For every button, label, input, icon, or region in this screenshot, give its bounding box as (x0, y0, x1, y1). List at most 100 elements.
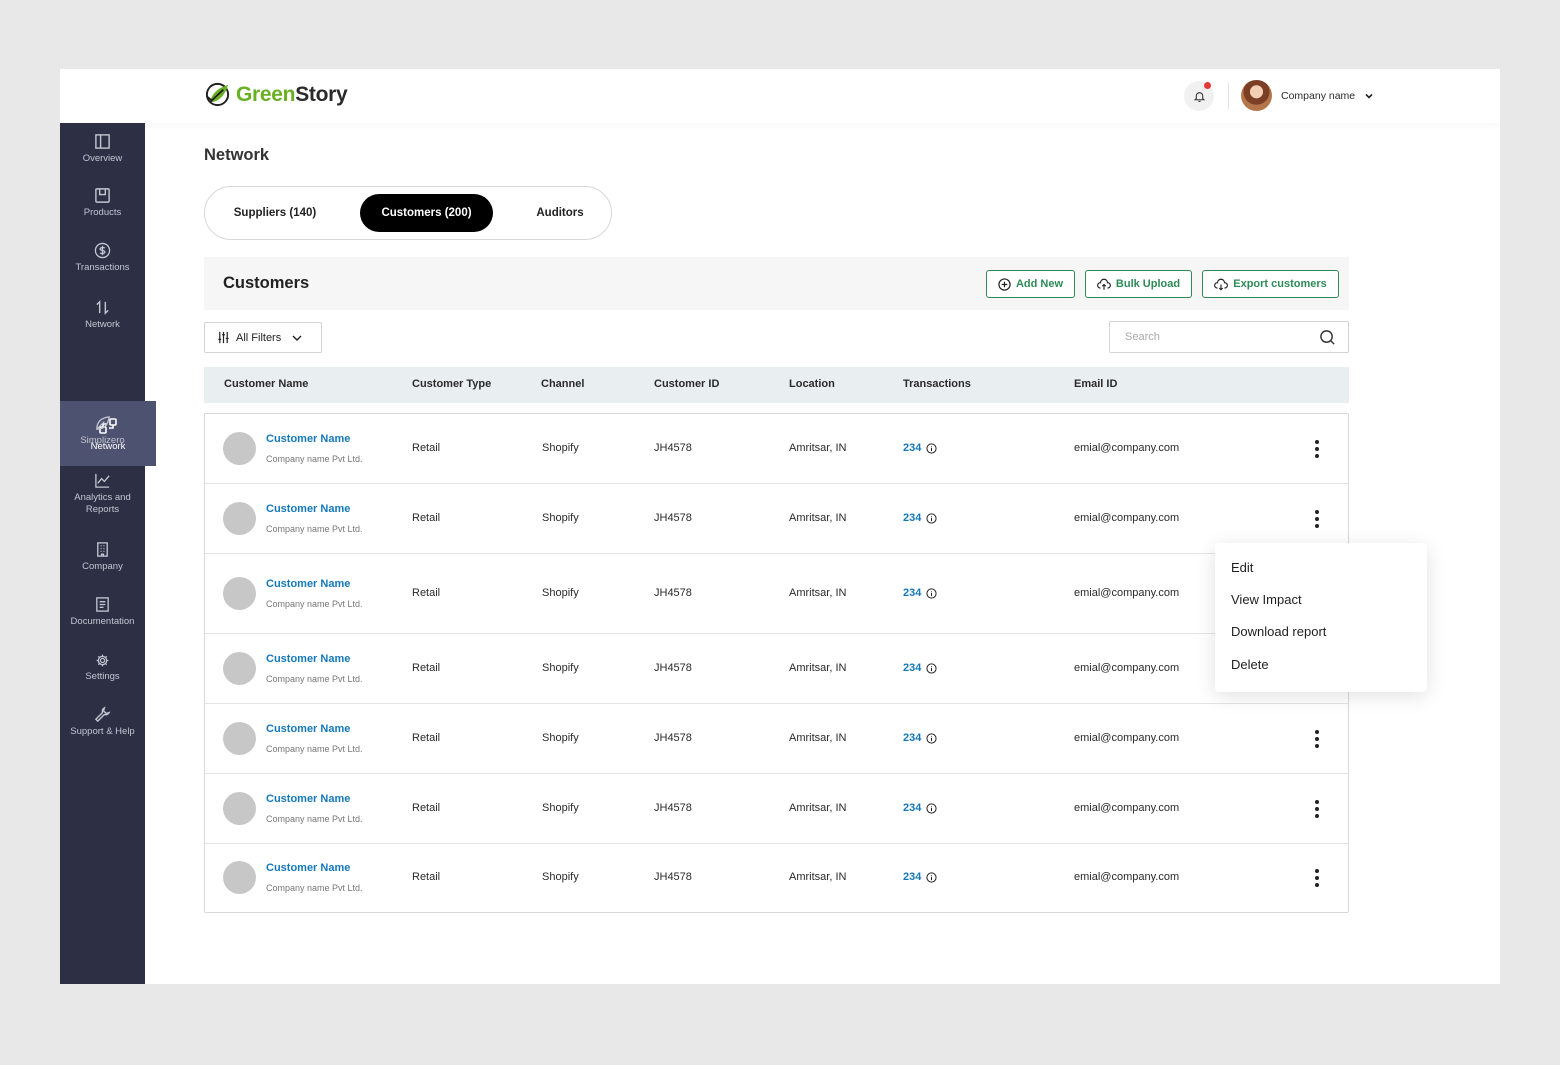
location-cell: Amritsar, IN (789, 732, 847, 744)
transactions-link[interactable]: 234 (903, 662, 937, 674)
transactions-count: 234 (903, 732, 922, 744)
sidebar-item-label: Settings (85, 671, 120, 682)
plus-circle-icon (998, 277, 1011, 291)
building-icon (97, 542, 108, 557)
table-row[interactable]: Customer Name Company name Pvt Ltd. Retail… (205, 704, 1348, 774)
column-header-channel[interactable]: Channel (541, 378, 585, 390)
notification-dot (1204, 82, 1211, 89)
transactions-link[interactable]: 234 (903, 732, 937, 744)
menu-item-delete[interactable]: Delete (1231, 657, 1269, 672)
row-menu-button[interactable] (1305, 797, 1329, 821)
sidebar-item-network[interactable]: Network (60, 401, 156, 466)
column-header-customer-name[interactable]: Customer Name (224, 378, 309, 390)
info-icon[interactable] (926, 871, 937, 883)
sidebar-item-analytics[interactable]: Analytics and Reports (60, 472, 145, 516)
document-icon (96, 597, 109, 612)
export-customers-button[interactable]: Export customers (1202, 270, 1339, 298)
kebab-dot (1315, 517, 1319, 521)
menu-item-download-report[interactable]: Download report (1231, 624, 1327, 639)
sidebar-item-label: Network (85, 319, 120, 330)
all-filters-dropdown[interactable]: All Filters (204, 322, 322, 353)
column-header-email[interactable]: Email ID (1074, 378, 1118, 390)
sidebar-item-transactions[interactable]: Transactions (60, 242, 145, 274)
search-icon[interactable] (1319, 329, 1336, 346)
transactions-link[interactable]: 234 (903, 871, 937, 883)
table-row[interactable]: Customer Name Company name Pvt Ltd. Retail… (205, 484, 1348, 554)
customer-company: Company name Pvt Ltd. (266, 524, 363, 534)
email-cell: emial@company.com (1074, 662, 1180, 674)
transactions-link[interactable]: 234 (903, 442, 937, 454)
customer-name-link[interactable]: Customer Name (266, 578, 351, 590)
search-input[interactable] (1110, 322, 1310, 352)
all-filters-label: All Filters (236, 331, 282, 344)
profile-menu[interactable]: Company name (1241, 80, 1374, 111)
customer-name-link[interactable]: Customer Name (266, 723, 351, 735)
sidebar-item-label: Network (90, 440, 126, 452)
table-row[interactable]: Customer Name Company name Pvt Ltd. Retail… (205, 844, 1348, 912)
row-menu-button[interactable] (1305, 866, 1329, 890)
customer-type-cell: Retail (412, 732, 441, 744)
info-icon[interactable] (926, 732, 937, 744)
sidebar-item-products[interactable]: Products (60, 187, 145, 219)
arrows-icon (96, 300, 109, 315)
bell-icon (1193, 91, 1205, 102)
customer-company: Company name Pvt Ltd. (266, 674, 363, 684)
row-menu-button[interactable] (1305, 437, 1329, 461)
transactions-link[interactable]: 234 (903, 587, 937, 599)
column-header-location[interactable]: Location (789, 378, 835, 390)
notifications-button[interactable] (1184, 81, 1214, 111)
customer-id-cell: JH4578 (654, 512, 692, 524)
customer-name-link[interactable]: Customer Name (266, 653, 351, 665)
kebab-dot (1315, 510, 1319, 514)
transactions-link[interactable]: 234 (903, 512, 937, 524)
location-cell: Amritsar, IN (789, 587, 847, 599)
customer-avatar (223, 502, 256, 535)
info-icon[interactable] (926, 512, 937, 524)
customer-type-cell: Retail (412, 871, 441, 883)
logo-icon (205, 82, 230, 107)
export-customers-label: Export customers (1233, 278, 1327, 290)
sidebar-item-support[interactable]: Support & Help (60, 706, 145, 738)
location-cell: Amritsar, IN (789, 442, 847, 454)
table-row[interactable]: Customer Name Company name Pvt Ltd. Retail… (205, 774, 1348, 844)
tab-auditors[interactable]: Auditors (536, 207, 584, 219)
info-icon[interactable] (926, 587, 937, 599)
table-row[interactable]: Customer Name Company name Pvt Ltd. Retail… (205, 634, 1348, 704)
sidebar-item-network-arrows[interactable]: Network (60, 299, 145, 331)
bulk-upload-button[interactable]: Bulk Upload (1085, 270, 1192, 298)
tab-customers[interactable]: Customers (200) (360, 194, 493, 232)
table-row[interactable]: Customer Name Company name Pvt Ltd. Retail… (205, 554, 1348, 634)
row-menu-button[interactable] (1305, 507, 1329, 531)
app-frame: GreenStory Company name Overview Product… (60, 69, 1500, 984)
info-icon[interactable] (926, 802, 937, 814)
add-new-button[interactable]: Add New (986, 270, 1075, 298)
transactions-count: 234 (903, 512, 922, 524)
customer-name-link[interactable]: Customer Name (266, 433, 351, 445)
customer-avatar (223, 861, 256, 894)
column-header-customer-type[interactable]: Customer Type (412, 378, 492, 390)
kebab-dot (1315, 876, 1319, 880)
customer-name-link[interactable]: Customer Name (266, 793, 351, 805)
tab-suppliers[interactable]: Suppliers (140) (233, 207, 317, 219)
info-icon[interactable] (926, 662, 937, 674)
sidebar-item-settings[interactable]: Settings (60, 653, 145, 683)
menu-item-edit[interactable]: Edit (1231, 560, 1254, 575)
customer-name-link[interactable]: Customer Name (266, 862, 351, 874)
customer-avatar (223, 792, 256, 825)
greenstory-logo[interactable]: GreenStory (204, 81, 348, 108)
analytics-icon (95, 473, 110, 488)
sidebar-item-company[interactable]: Company (60, 541, 145, 573)
customers-table: Customer Name Company name Pvt Ltd. Retail… (204, 413, 1349, 913)
table-row[interactable]: Customer Name Company name Pvt Ltd. Retail… (205, 414, 1348, 484)
profile-name: Company name (1281, 89, 1356, 102)
menu-item-view-impact[interactable]: View Impact (1231, 592, 1302, 607)
column-header-transactions[interactable]: Transactions (903, 378, 971, 390)
transactions-link[interactable]: 234 (903, 802, 937, 814)
customer-name-link[interactable]: Customer Name (266, 503, 351, 515)
column-header-customer-id[interactable]: Customer ID (654, 378, 720, 390)
row-menu-button[interactable] (1305, 727, 1329, 751)
sidebar-item-documentation[interactable]: Documentation (60, 596, 145, 628)
sidebar-item-simplizero[interactable]: Simplizero (60, 415, 145, 447)
info-icon[interactable] (926, 442, 937, 454)
sidebar-item-overview[interactable]: Overview (60, 133, 145, 165)
